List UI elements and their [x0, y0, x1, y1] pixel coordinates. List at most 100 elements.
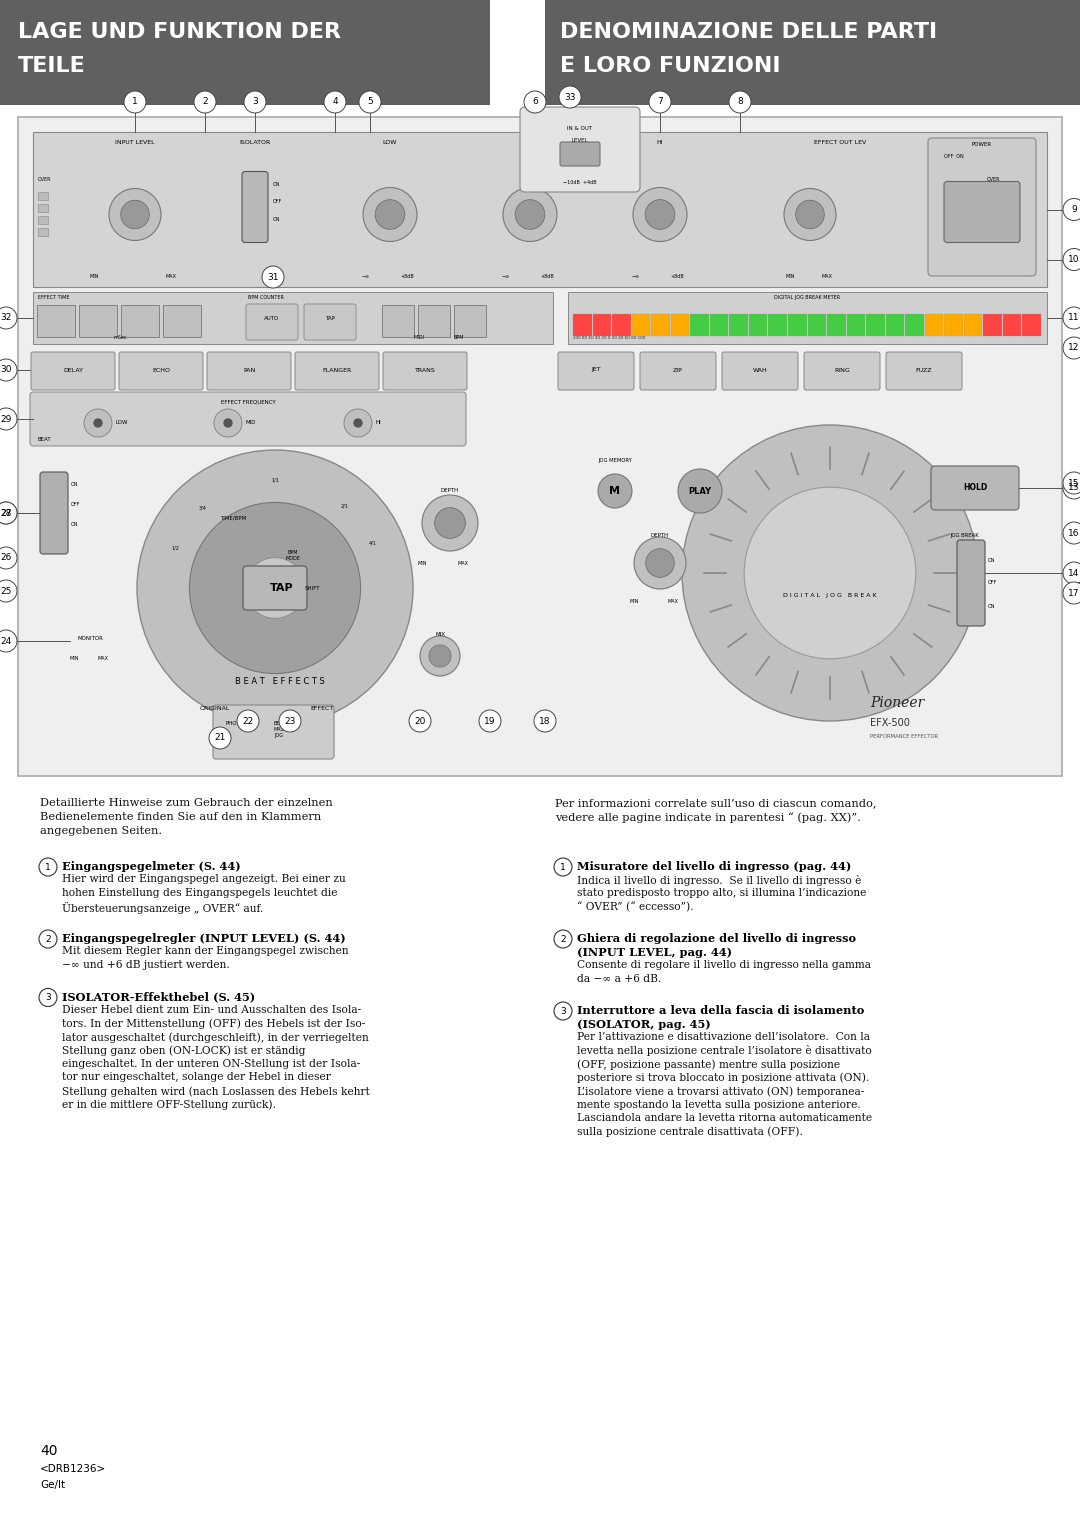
Text: Lasciandola andare la levetta ritorna automaticamente: Lasciandola andare la levetta ritorna au… — [577, 1112, 873, 1123]
Text: Pioneer: Pioneer — [870, 696, 924, 710]
Circle shape — [1063, 472, 1080, 494]
Text: MIN: MIN — [630, 600, 639, 604]
Text: 12: 12 — [1068, 343, 1080, 353]
Bar — [788, 314, 807, 336]
Text: PERFORMANCE EFFECTOR: PERFORMANCE EFFECTOR — [870, 734, 939, 739]
Text: AUTO: AUTO — [265, 316, 280, 320]
Bar — [993, 215, 1002, 223]
Text: “ OVER” (“ eccesso”).: “ OVER” (“ eccesso”). — [577, 902, 693, 913]
Text: HOLD: HOLD — [963, 484, 987, 493]
Text: MID: MID — [246, 421, 257, 426]
Bar — [924, 314, 943, 336]
Bar — [847, 314, 865, 336]
FancyBboxPatch shape — [382, 305, 414, 337]
Text: Ghiera di regolazione del livello di ingresso: Ghiera di regolazione del livello di ing… — [577, 932, 856, 945]
Text: MAX: MAX — [458, 562, 469, 566]
Text: sulla posizione centrale disattivata (OFF).: sulla posizione centrale disattivata (OF… — [577, 1126, 802, 1137]
Circle shape — [1063, 581, 1080, 604]
Bar — [612, 314, 631, 336]
Circle shape — [0, 502, 17, 523]
Circle shape — [1063, 307, 1080, 330]
FancyBboxPatch shape — [931, 465, 1020, 510]
Circle shape — [0, 580, 17, 601]
Text: JOG BREAK: JOG BREAK — [950, 533, 978, 539]
Text: 17: 17 — [1068, 589, 1080, 598]
Text: 6: 6 — [532, 98, 538, 107]
Text: LAGE UND FUNKTION DER: LAGE UND FUNKTION DER — [18, 21, 341, 43]
Text: ON: ON — [273, 217, 281, 221]
Circle shape — [554, 858, 572, 876]
Circle shape — [649, 92, 671, 113]
Text: PLAY: PLAY — [688, 487, 712, 496]
Bar — [671, 314, 689, 336]
FancyBboxPatch shape — [242, 171, 268, 243]
FancyBboxPatch shape — [213, 705, 334, 758]
Text: B E A T   E F F E C T S: B E A T E F F E C T S — [235, 678, 325, 687]
Text: −10dB  +4dB: −10dB +4dB — [563, 180, 597, 185]
Circle shape — [345, 409, 372, 436]
Text: MONITOR: MONITOR — [77, 636, 103, 641]
Text: TAP: TAP — [270, 583, 294, 594]
Text: 3/4: 3/4 — [199, 505, 207, 511]
Text: FUZZ: FUZZ — [916, 368, 932, 372]
Text: ISOLATOR-Effekthebel (S. 45): ISOLATOR-Effekthebel (S. 45) — [62, 992, 255, 1003]
Text: 1/1: 1/1 — [271, 478, 279, 482]
Circle shape — [681, 426, 978, 720]
FancyBboxPatch shape — [561, 142, 600, 166]
Text: 29: 29 — [0, 415, 12, 424]
Bar — [690, 314, 708, 336]
Text: WAH: WAH — [753, 368, 768, 372]
Text: posteriore si trova bloccato in posizione attivata (ON).: posteriore si trova bloccato in posizion… — [577, 1073, 869, 1083]
Circle shape — [363, 188, 417, 241]
Bar — [573, 314, 592, 336]
Circle shape — [422, 494, 478, 551]
Bar — [651, 314, 670, 336]
Text: 22: 22 — [242, 717, 254, 725]
Text: 40: 40 — [40, 1444, 57, 1457]
Text: ON: ON — [988, 603, 996, 609]
Bar — [905, 314, 923, 336]
Text: ON: ON — [273, 182, 281, 188]
Text: 13: 13 — [1068, 484, 1080, 493]
Circle shape — [279, 710, 301, 732]
Text: 3: 3 — [45, 993, 51, 1003]
Circle shape — [39, 989, 57, 1007]
Text: Eingangspegelmeter (S. 44): Eingangspegelmeter (S. 44) — [62, 861, 241, 871]
Text: MIN: MIN — [785, 275, 795, 279]
Text: HI: HI — [376, 421, 381, 426]
Text: eingeschaltet. In der unteren ON-Stellung ist der Isola-: eingeschaltet. In der unteren ON-Stellun… — [62, 1059, 361, 1070]
Text: SHIFT: SHIFT — [305, 586, 321, 591]
Text: 5: 5 — [367, 98, 373, 107]
Text: MIDI: MIDI — [413, 336, 424, 340]
Text: OVER: OVER — [987, 177, 1000, 182]
FancyBboxPatch shape — [119, 353, 203, 391]
Text: PHONES: PHONES — [225, 720, 247, 726]
Bar — [593, 314, 611, 336]
Text: ON: ON — [71, 482, 79, 487]
Text: L’isolatore viene a trovarsi attivato (ON) temporanea-: L’isolatore viene a trovarsi attivato (O… — [577, 1087, 864, 1097]
Text: 27: 27 — [0, 508, 12, 517]
Text: (ISOLATOR, pag. 45): (ISOLATOR, pag. 45) — [577, 1018, 711, 1030]
Circle shape — [729, 92, 751, 113]
Text: BPM COUNTER: BPM COUNTER — [248, 295, 284, 301]
Text: 9: 9 — [1071, 204, 1077, 214]
Text: FLANGER: FLANGER — [322, 368, 352, 372]
Bar — [545, 0, 1080, 105]
Circle shape — [121, 200, 149, 229]
Text: MIX: MIX — [435, 632, 445, 636]
FancyBboxPatch shape — [121, 305, 159, 337]
Circle shape — [109, 189, 161, 241]
FancyBboxPatch shape — [207, 353, 291, 391]
Text: 31: 31 — [267, 273, 279, 281]
Text: 26: 26 — [0, 554, 12, 563]
Text: 11: 11 — [1068, 313, 1080, 322]
Circle shape — [324, 92, 346, 113]
Bar — [993, 191, 1002, 200]
Text: tor nur eingeschaltet, solange der Hebel in dieser: tor nur eingeschaltet, solange der Hebel… — [62, 1073, 330, 1082]
FancyBboxPatch shape — [40, 472, 68, 554]
Text: tors. In der Mittenstellung (OFF) des Hebels ist der Iso-: tors. In der Mittenstellung (OFF) des He… — [62, 1018, 365, 1029]
Text: BPM: BPM — [453, 336, 463, 340]
Text: 2: 2 — [45, 934, 51, 943]
Circle shape — [237, 710, 259, 732]
Circle shape — [0, 307, 17, 330]
